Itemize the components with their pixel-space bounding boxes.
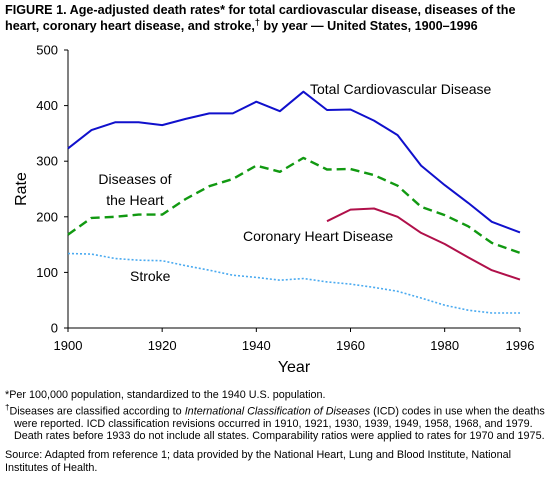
series-label: the Heart <box>106 192 164 208</box>
y-tick-label: 500 <box>36 43 58 58</box>
y-axis-label: Rate <box>13 172 30 206</box>
series-line <box>67 156 521 255</box>
series-line <box>67 252 520 314</box>
y-tick-label: 100 <box>36 265 58 280</box>
y-tick-label: 200 <box>36 209 58 224</box>
series-label: Stroke <box>130 268 171 284</box>
x-axis-label: Year <box>278 359 311 376</box>
y-tick-label: 0 <box>51 321 58 336</box>
footnote-asterisk: *Per 100,000 population, standardized to… <box>5 389 326 401</box>
dagger-mark: † <box>5 402 10 412</box>
x-tick-label: 1960 <box>336 338 365 353</box>
series-line <box>67 90 521 234</box>
title-text: FIGURE 1. Age-adjusted death rates* for … <box>5 3 516 33</box>
figure-title: FIGURE 1. Age-adjusted death rates* for … <box>5 2 550 34</box>
footnote-dagger-text: Diseases are classified according to <box>9 405 185 418</box>
title-dagger-mark: † <box>254 16 260 27</box>
x-tick-label: 1980 <box>430 338 459 353</box>
x-tick-label: 1920 <box>148 338 177 353</box>
series-diseases-of-the-heart <box>67 156 521 255</box>
footnotes: *Per 100,000 population, standardized to… <box>5 389 550 474</box>
title-text-end: by year — United States, 1900–1996 <box>259 19 478 33</box>
y-tick-label: 300 <box>36 154 58 169</box>
series-coronary-heart-disease <box>326 207 521 281</box>
series-stroke <box>67 252 521 314</box>
y-tick-label: 400 <box>36 98 58 113</box>
series-label: Diseases of <box>98 171 171 187</box>
source-note: Source: Adapted from reference 1; data p… <box>5 448 511 474</box>
series-label: Total Cardiovascular Disease <box>310 81 492 97</box>
x-tick-label: 1900 <box>54 338 83 353</box>
footnote-dagger-text-end: (ICD) codes in use when the deaths were … <box>14 405 545 443</box>
x-tick-label: 1940 <box>242 338 271 353</box>
series-label: Coronary Heart Disease <box>243 228 393 244</box>
x-tick-label: 1996 <box>506 338 535 353</box>
footnote-dagger-italic: International Classification of Diseases <box>184 405 371 418</box>
footnote-dagger: †Diseases are classified according to In… <box>5 402 550 443</box>
series-line <box>326 207 521 281</box>
line-chart: 0 100 200 300 400 500 1900 1920 1940 1960 1980 1996… <box>13 43 535 377</box>
series-total-cardiovascular-disease <box>67 90 521 234</box>
